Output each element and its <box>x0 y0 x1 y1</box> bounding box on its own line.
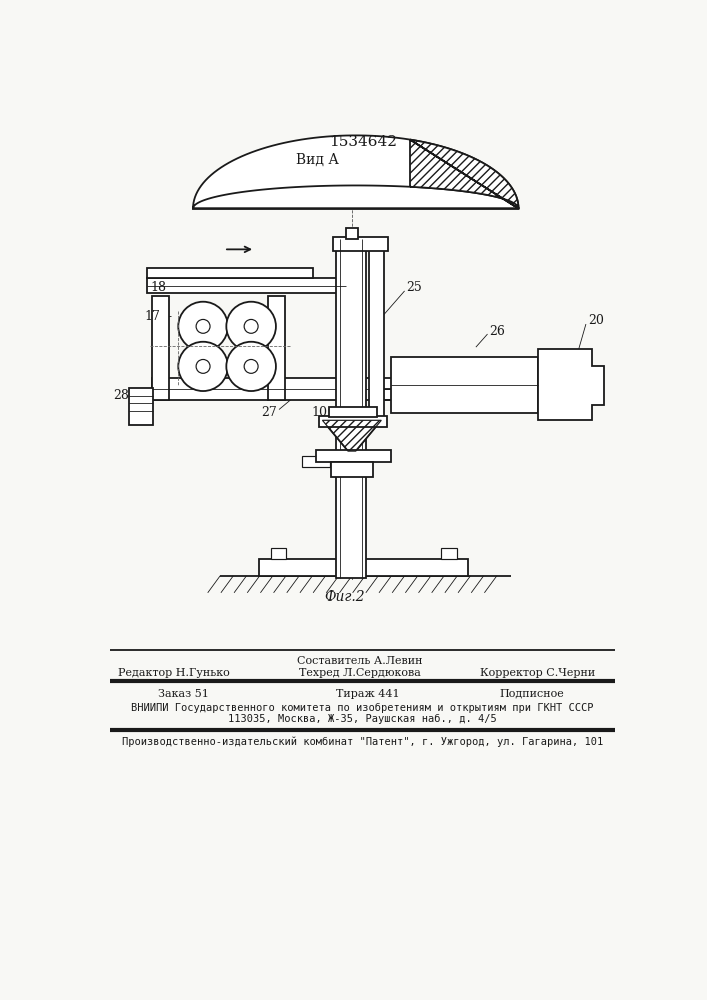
Text: 27: 27 <box>261 406 277 419</box>
Bar <box>271 548 286 559</box>
Bar <box>346 228 358 239</box>
Text: 17: 17 <box>145 310 160 323</box>
Circle shape <box>196 319 210 333</box>
Text: Фиг.2: Фиг.2 <box>324 590 364 604</box>
Text: 20: 20 <box>588 314 604 327</box>
Bar <box>129 388 153 425</box>
Text: Редактор Н.Гунько: Редактор Н.Гунько <box>118 668 230 678</box>
Bar <box>259 559 468 576</box>
Bar <box>391 357 538 413</box>
Bar <box>146 268 313 278</box>
Bar <box>152 378 566 400</box>
Text: 1534642: 1534642 <box>329 135 397 149</box>
Text: Составитель А.Левин: Составитель А.Левин <box>297 656 422 666</box>
Polygon shape <box>322 420 381 451</box>
Text: Производственно-издательский комбинат "Патент", г. Ужгород, ул. Гагарина, 101: Производственно-издательский комбинат "П… <box>122 736 603 747</box>
Bar <box>329 407 377 417</box>
Bar <box>369 239 385 420</box>
Text: 25: 25 <box>406 281 422 294</box>
Bar <box>316 450 391 462</box>
Bar <box>146 278 344 293</box>
Text: 18: 18 <box>150 281 166 294</box>
Text: 26: 26 <box>490 325 506 338</box>
Bar <box>268 296 285 400</box>
Bar <box>303 456 330 466</box>
Circle shape <box>226 342 276 391</box>
Text: Вид А: Вид А <box>296 153 339 167</box>
Circle shape <box>244 319 258 333</box>
Circle shape <box>178 302 228 351</box>
Text: Подписное: Подписное <box>499 689 564 699</box>
Text: 28: 28 <box>113 389 129 402</box>
Text: 10: 10 <box>311 406 327 419</box>
Bar <box>331 462 373 477</box>
Text: Корректор С.Черни: Корректор С.Черни <box>480 668 595 678</box>
Text: 113035, Москва, Ж-35, Раушская наб., д. 4/5: 113035, Москва, Ж-35, Раушская наб., д. … <box>228 714 497 724</box>
Bar <box>332 237 388 251</box>
Bar <box>337 239 366 578</box>
Circle shape <box>196 359 210 373</box>
Bar <box>441 548 457 559</box>
Text: Техред Л.Сердюкова: Техред Л.Сердюкова <box>298 668 421 678</box>
Text: Заказ 51: Заказ 51 <box>158 689 209 699</box>
Circle shape <box>226 302 276 351</box>
Polygon shape <box>193 135 518 209</box>
Bar <box>319 416 387 427</box>
Circle shape <box>244 359 258 373</box>
Polygon shape <box>538 349 604 420</box>
Circle shape <box>178 342 228 391</box>
Text: Тираж 441: Тираж 441 <box>337 689 400 699</box>
Polygon shape <box>410 140 518 209</box>
Bar <box>152 296 169 400</box>
Text: ВНИИПИ Государственного комитета по изобретениям и открытиям при ГКНТ СССР: ВНИИПИ Государственного комитета по изоб… <box>132 702 594 713</box>
